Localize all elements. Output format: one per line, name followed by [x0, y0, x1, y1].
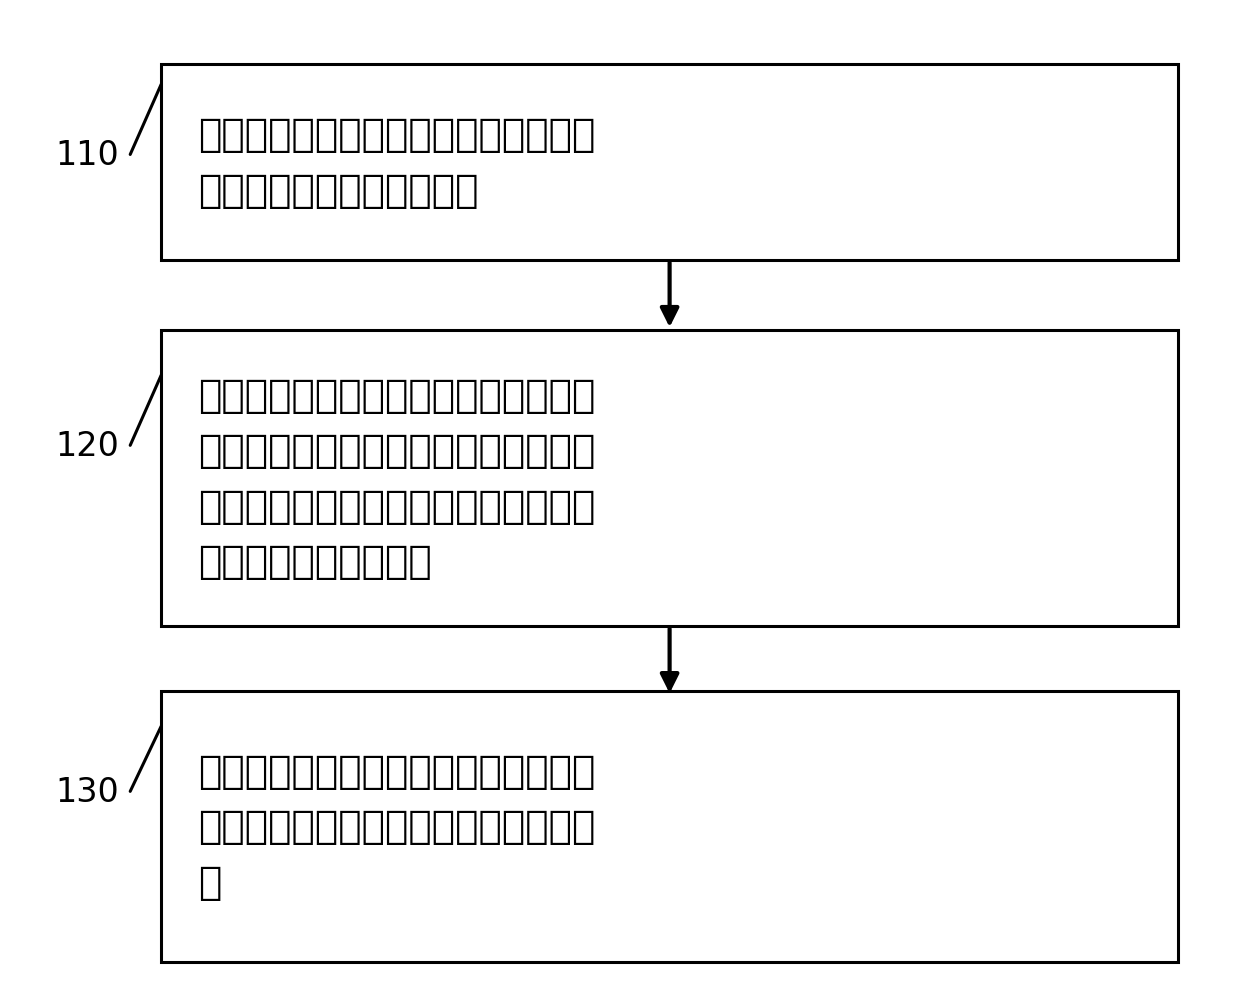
Text: 将各个聚类簇子模型在各个时间点的预: 将各个聚类簇子模型在各个时间点的预: [198, 753, 595, 791]
Bar: [161, 331, 1178, 626]
Text: 将每个聚类簇子模型的特征数据分别输: 将每个聚类簇子模型的特征数据分别输: [198, 377, 595, 415]
Text: 将全路网交通数据按照路段属性特征聚: 将全路网交通数据按照路段属性特征聚: [198, 116, 595, 154]
Bar: [161, 65, 1178, 261]
Text: 练学习，获得每个聚类簇子模型对应某: 练学习，获得每个聚类簇子模型对应某: [198, 487, 595, 525]
Text: 测拥堵值集成为全路网整体的预测拥堵: 测拥堵值集成为全路网整体的预测拥堵: [198, 808, 595, 846]
Text: 入不同的超限学习机子预测器中进行训: 入不同的超限学习机子预测器中进行训: [198, 432, 595, 470]
Text: 个时间点的预测拥堵值: 个时间点的预测拥堵值: [198, 542, 433, 580]
Bar: [161, 691, 1178, 962]
Text: 120: 120: [56, 430, 120, 462]
Text: 130: 130: [56, 776, 119, 808]
Text: 110: 110: [56, 139, 119, 171]
Text: 类划分为多个聚类簇子模型: 类划分为多个聚类簇子模型: [198, 171, 479, 209]
Text: 值: 值: [198, 863, 222, 901]
